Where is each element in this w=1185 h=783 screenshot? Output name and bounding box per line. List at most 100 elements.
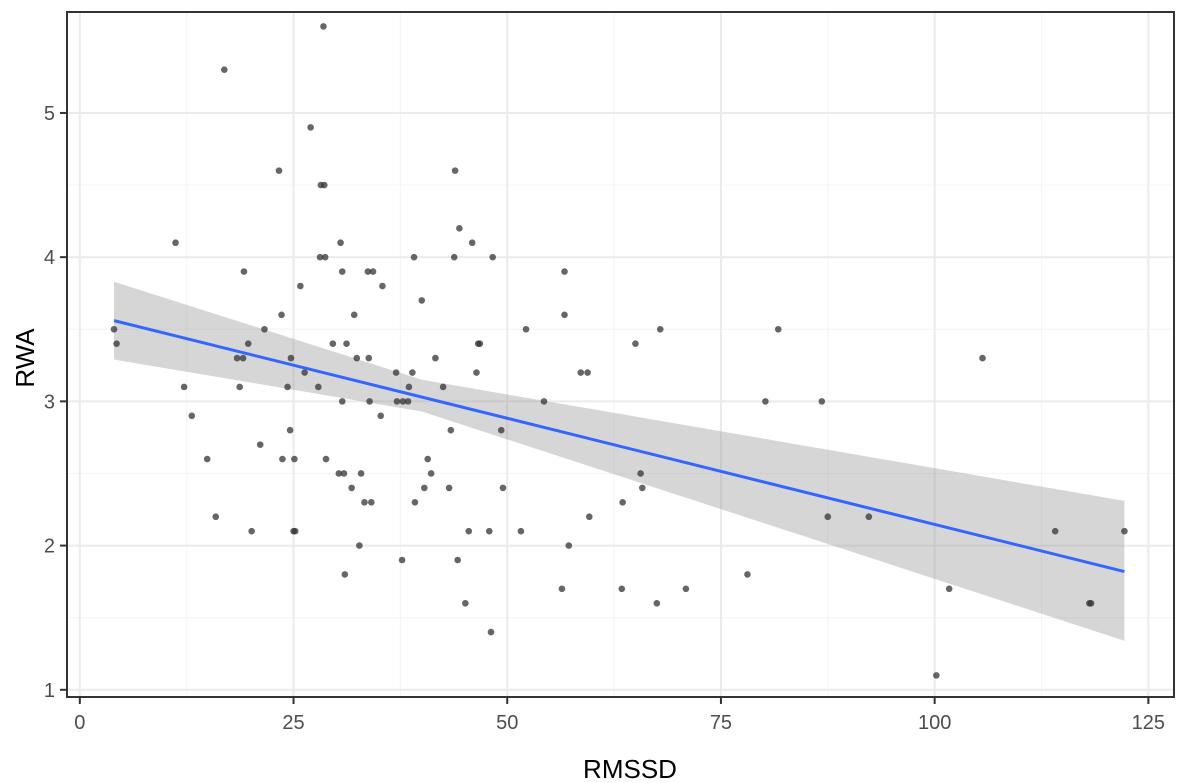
data-point (261, 325, 268, 333)
data-point (393, 398, 401, 405)
data-point (468, 239, 476, 247)
data-point (335, 470, 343, 477)
x-tick-label: 0 (74, 712, 85, 734)
data-point (762, 398, 769, 405)
x-axis-title: RMSSD (583, 754, 677, 783)
data-point (774, 325, 782, 333)
data-point (979, 354, 986, 362)
data-point (356, 542, 363, 549)
data-point (451, 167, 459, 174)
data-point (584, 369, 591, 376)
data-point (462, 599, 469, 607)
data-point (287, 354, 295, 362)
data-point (301, 369, 308, 376)
y-tick-label: 1 (44, 680, 55, 702)
data-point (278, 311, 285, 319)
data-point (188, 412, 196, 420)
regression-line (113, 319, 1125, 573)
data-point (203, 455, 211, 463)
data-point (322, 455, 330, 463)
minor-grid (67, 12, 1174, 697)
y-tick-label: 3 (44, 391, 55, 413)
data-point (421, 484, 428, 492)
data-point (275, 167, 283, 174)
data-point (236, 383, 243, 391)
data-point (411, 499, 419, 506)
data-point (361, 499, 368, 506)
data-point (212, 513, 220, 521)
data-point (329, 340, 337, 347)
data-point (585, 513, 593, 521)
data-point (364, 268, 372, 275)
data-point (487, 628, 495, 636)
data-point (653, 599, 661, 607)
data-point (447, 426, 455, 434)
data-point (410, 253, 418, 261)
data-point (340, 470, 348, 477)
data-point (350, 311, 358, 319)
data-point (499, 484, 507, 492)
y-axis: 1 2 3 4 5 (44, 103, 67, 702)
data-point (1051, 527, 1059, 535)
data-point (220, 66, 228, 73)
data-point (577, 369, 585, 376)
data-point (284, 383, 291, 391)
data-point (439, 383, 447, 391)
data-point (337, 239, 344, 247)
data-point (315, 383, 322, 391)
x-axis: 0 25 50 75 100 125 (74, 697, 1165, 734)
data-point (240, 268, 248, 275)
data-point (454, 556, 461, 564)
data-point (338, 398, 346, 405)
data-point (540, 398, 548, 405)
x-tick-label: 125 (1132, 712, 1165, 734)
data-point (239, 354, 247, 362)
data-point (432, 354, 439, 362)
data-point (945, 585, 953, 593)
data-point (409, 369, 416, 376)
x-tick-label: 25 (282, 712, 304, 734)
data-point (379, 282, 386, 290)
data-point (180, 383, 188, 391)
data-point (476, 340, 484, 347)
x-tick-label: 100 (918, 712, 951, 734)
data-point (637, 470, 644, 477)
data-point (291, 527, 299, 535)
data-point (348, 484, 355, 492)
data-point (297, 282, 304, 290)
data-point (656, 325, 664, 333)
data-point (316, 253, 324, 261)
data-point (369, 268, 377, 275)
data-point (172, 239, 179, 247)
data-point (357, 470, 365, 477)
data-point (338, 268, 346, 275)
data-point (618, 585, 626, 593)
data-point (418, 297, 426, 304)
data-point (824, 513, 832, 521)
data-point (279, 455, 286, 463)
data-point (320, 23, 327, 30)
y-axis-title: RWA (10, 328, 40, 388)
data-point (233, 354, 241, 362)
y-tick-label: 4 (44, 247, 55, 269)
data-point (445, 484, 453, 492)
data-point (110, 325, 118, 333)
data-point (489, 253, 497, 261)
data-point (392, 369, 400, 376)
data-point (497, 426, 505, 434)
data-point (456, 225, 463, 232)
data-point (619, 499, 626, 506)
data-point (485, 527, 493, 535)
data-point (365, 354, 373, 362)
confidence-band (114, 281, 1125, 641)
data-point (256, 441, 264, 448)
data-point (377, 412, 385, 420)
data-point (865, 513, 873, 521)
data-point (424, 455, 432, 463)
data-point (248, 527, 255, 535)
data-point (341, 571, 349, 578)
data-point (307, 124, 314, 131)
data-point (558, 585, 566, 593)
data-point (399, 398, 407, 405)
data-point (632, 340, 639, 347)
